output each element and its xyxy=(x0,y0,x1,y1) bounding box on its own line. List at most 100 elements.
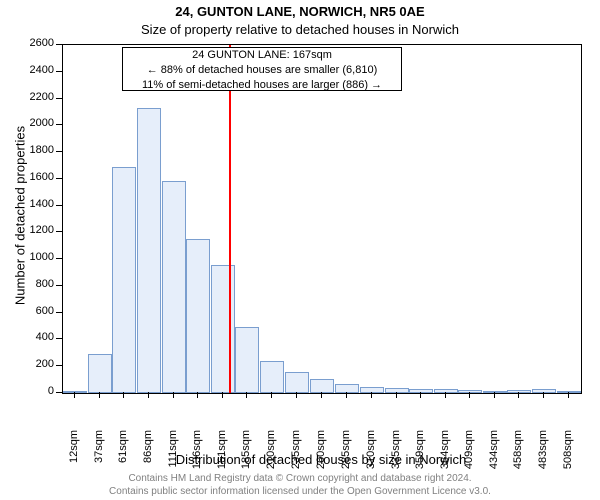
x-tick-label: 458sqm xyxy=(512,430,524,480)
chart-plot-area xyxy=(62,44,582,394)
annotation-line-2: ← 88% of detached houses are smaller (6,… xyxy=(123,63,401,78)
bar-11 xyxy=(335,384,359,393)
bar-12 xyxy=(360,387,384,393)
bar-16 xyxy=(458,390,482,393)
y-tick xyxy=(56,365,62,366)
x-tick-label: 61sqm xyxy=(117,430,129,480)
x-tick-label: 285sqm xyxy=(340,430,352,480)
x-tick-label: 12sqm xyxy=(68,430,80,480)
bar-19 xyxy=(532,389,556,393)
y-tick xyxy=(56,258,62,259)
y-tick-label: 2000 xyxy=(18,117,54,129)
y-tick-label: 0 xyxy=(18,385,54,397)
x-tick-label: 508sqm xyxy=(562,430,574,480)
x-tick-label: 359sqm xyxy=(414,430,426,480)
x-tick xyxy=(123,392,124,398)
bar-2 xyxy=(112,167,136,393)
y-tick xyxy=(56,71,62,72)
bar-8 xyxy=(260,361,284,393)
x-tick-label: 37sqm xyxy=(93,430,105,480)
bar-15 xyxy=(434,389,458,393)
x-tick-label: 260sqm xyxy=(315,430,327,480)
x-tick xyxy=(396,392,397,398)
x-tick-label: 86sqm xyxy=(142,430,154,480)
bar-0 xyxy=(63,391,87,393)
bar-5 xyxy=(186,239,210,393)
page-title: 24, GUNTON LANE, NORWICH, NR5 0AE xyxy=(0,4,600,19)
x-tick-label: 185sqm xyxy=(240,430,252,480)
reference-line xyxy=(229,45,231,393)
y-tick-label: 800 xyxy=(18,278,54,290)
x-tick xyxy=(148,392,149,398)
x-tick-label: 111sqm xyxy=(167,430,179,480)
y-tick-label: 600 xyxy=(18,305,54,317)
y-tick-label: 1600 xyxy=(18,171,54,183)
y-tick-label: 1800 xyxy=(18,144,54,156)
y-tick xyxy=(56,338,62,339)
x-tick xyxy=(197,392,198,398)
y-tick-label: 200 xyxy=(18,358,54,370)
x-tick xyxy=(271,392,272,398)
x-tick xyxy=(420,392,421,398)
footer-line-2: Contains public sector information licen… xyxy=(0,486,600,497)
bar-10 xyxy=(310,379,334,393)
bar-4 xyxy=(162,181,186,393)
x-tick xyxy=(494,392,495,398)
bar-3 xyxy=(137,108,161,393)
y-axis-label: Number of detached properties xyxy=(13,66,28,366)
x-tick-label: 434sqm xyxy=(488,430,500,480)
x-tick-label: 310sqm xyxy=(365,430,377,480)
x-tick-label: 335sqm xyxy=(390,430,402,480)
x-tick xyxy=(222,392,223,398)
y-tick-label: 400 xyxy=(18,331,54,343)
x-tick-label: 210sqm xyxy=(265,430,277,480)
x-tick xyxy=(371,392,372,398)
y-tick xyxy=(56,312,62,313)
x-tick xyxy=(296,392,297,398)
bar-7 xyxy=(235,327,259,393)
annotation-line-1: 24 GUNTON LANE: 167sqm xyxy=(123,48,401,63)
bar-20 xyxy=(557,391,581,393)
y-tick-label: 2400 xyxy=(18,64,54,76)
x-tick xyxy=(346,392,347,398)
x-tick-label: 483sqm xyxy=(537,430,549,480)
y-tick-label: 2600 xyxy=(18,37,54,49)
y-tick-label: 2200 xyxy=(18,91,54,103)
y-tick-label: 1400 xyxy=(18,198,54,210)
x-tick xyxy=(99,392,100,398)
y-tick-label: 1200 xyxy=(18,224,54,236)
y-tick xyxy=(56,285,62,286)
x-tick-label: 409sqm xyxy=(463,430,475,480)
y-tick xyxy=(56,178,62,179)
bar-6 xyxy=(211,265,235,393)
y-tick xyxy=(56,98,62,99)
y-tick xyxy=(56,392,62,393)
annotation-box: 24 GUNTON LANE: 167sqm ← 88% of detached… xyxy=(122,47,402,91)
y-tick xyxy=(56,151,62,152)
y-tick xyxy=(56,44,62,45)
bar-9 xyxy=(285,372,309,393)
bar-14 xyxy=(409,389,433,393)
x-tick-label: 161sqm xyxy=(216,430,228,480)
x-tick-label: 136sqm xyxy=(191,430,203,480)
page-subtitle: Size of property relative to detached ho… xyxy=(0,22,600,37)
x-tick xyxy=(568,392,569,398)
x-tick xyxy=(445,392,446,398)
annotation-line-3: 11% of semi-detached houses are larger (… xyxy=(123,78,401,93)
x-tick-label: 235sqm xyxy=(290,430,302,480)
x-tick xyxy=(543,392,544,398)
y-tick-label: 1000 xyxy=(18,251,54,263)
bar-18 xyxy=(507,390,531,393)
x-tick xyxy=(518,392,519,398)
y-tick xyxy=(56,124,62,125)
x-tick xyxy=(173,392,174,398)
x-tick-label: 384sqm xyxy=(439,430,451,480)
x-tick xyxy=(74,392,75,398)
bar-1 xyxy=(88,354,112,393)
x-tick xyxy=(469,392,470,398)
x-tick xyxy=(246,392,247,398)
bar-17 xyxy=(483,391,507,393)
x-tick xyxy=(321,392,322,398)
y-tick xyxy=(56,231,62,232)
bar-13 xyxy=(385,388,409,393)
